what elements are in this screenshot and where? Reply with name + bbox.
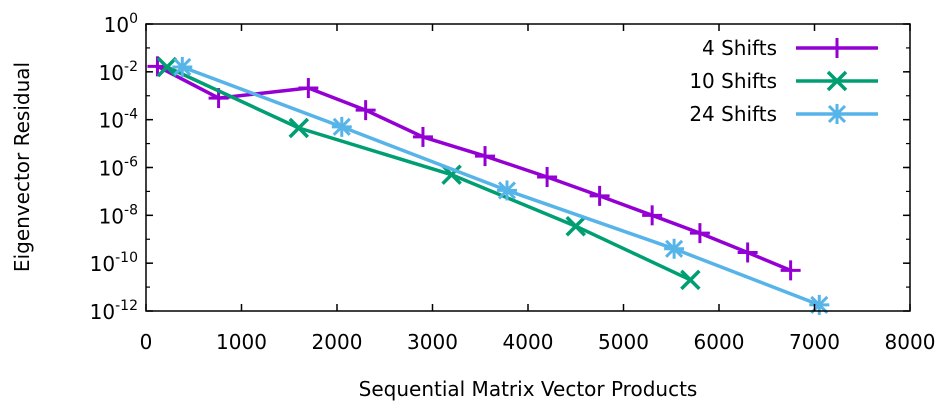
x-axis-title: Sequential Matrix Vector Products	[359, 377, 698, 401]
data-point	[680, 269, 701, 291]
marker-stroke	[173, 57, 192, 77]
x-tick-label: 3000	[407, 330, 458, 354]
data-point	[331, 116, 352, 137]
data-point	[537, 167, 558, 188]
marker-stroke	[288, 117, 310, 139]
x-tick-label: 4000	[503, 330, 554, 354]
legend-item: 24 Shifts	[689, 102, 878, 126]
marker-stroke	[332, 117, 351, 136]
series-3	[172, 56, 830, 315]
marker-stroke	[680, 269, 701, 291]
legend-label: 24 Shifts	[689, 102, 777, 126]
data-point	[355, 100, 376, 121]
data-point	[475, 146, 496, 167]
marker-stroke	[441, 164, 462, 185]
data-point	[642, 205, 663, 226]
data-point	[589, 185, 610, 206]
legend-marker	[827, 38, 847, 58]
x-tick-label: 6000	[694, 330, 745, 354]
marker-stroke	[565, 216, 586, 237]
marker-stroke	[827, 104, 847, 124]
data-point	[156, 56, 178, 78]
legend-marker	[826, 70, 848, 92]
legend-item: 10 Shifts	[689, 69, 878, 93]
data-point	[689, 223, 710, 244]
series-line	[156, 64, 792, 273]
y-tick-label: 10-4	[99, 107, 139, 133]
series-line	[166, 65, 692, 282]
x-tick-label: 1000	[216, 330, 267, 354]
x-tick-label: 5000	[598, 330, 649, 354]
y-tick-label: 10-6	[99, 155, 139, 181]
y-tick-label: 10-10	[90, 250, 138, 276]
data-point	[737, 242, 758, 263]
y-tick-label: 100	[104, 11, 138, 37]
legend-label: 10 Shifts	[689, 69, 777, 93]
legend: 4 Shifts 10 Shifts 24 Shifts	[689, 36, 878, 126]
data-point	[664, 238, 685, 259]
x-tick-label: 7000	[789, 330, 840, 354]
y-tick-label: 10-8	[99, 202, 138, 228]
y-tick-label: 10-2	[99, 59, 138, 85]
series-2	[156, 56, 701, 291]
y-tick-label: 10-12	[90, 298, 138, 324]
x-tick-label: 8000	[885, 330, 936, 354]
legend-marker	[827, 104, 847, 124]
marker-stroke	[497, 181, 517, 200]
legend-item: 4 Shifts	[702, 36, 878, 60]
data-point	[298, 78, 319, 99]
data-point	[565, 216, 586, 237]
marker-stroke	[826, 70, 848, 92]
plot-frame	[145, 23, 911, 312]
data-point	[288, 117, 310, 139]
legend-label: 4 Shifts	[702, 36, 777, 60]
data-point	[412, 126, 433, 147]
marker-stroke	[156, 56, 178, 78]
data-point	[441, 164, 462, 185]
y-axis-title: Eigenvector Residual	[10, 62, 34, 272]
data-point	[780, 260, 801, 281]
data-point	[172, 56, 193, 77]
marker-stroke	[665, 239, 684, 258]
data-point	[496, 180, 517, 201]
data-point	[809, 294, 830, 315]
series-1	[147, 56, 801, 281]
x-tick-label: 2000	[312, 330, 363, 354]
x-tick-label: 0	[140, 330, 153, 354]
